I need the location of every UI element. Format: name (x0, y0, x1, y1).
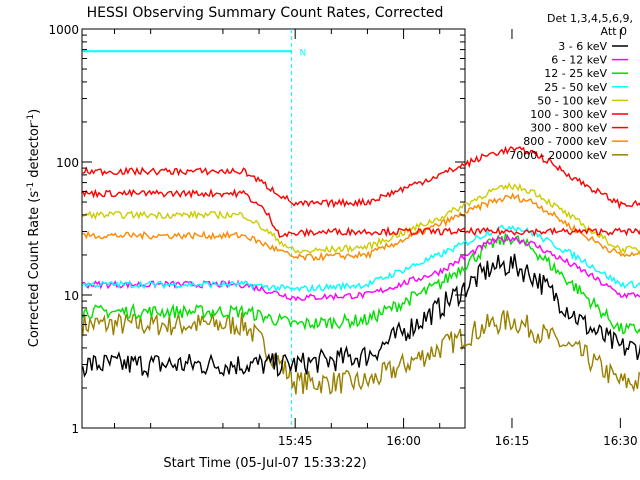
series-12-25-kev (82, 233, 640, 335)
y-tick-label: 100 (56, 156, 79, 170)
series-7000-20000-kev-segment-1 (82, 310, 640, 396)
series-100-300-kev (82, 145, 640, 210)
annotation-lines (82, 29, 293, 428)
series-3-6-kev-segment-1 (82, 253, 640, 379)
series-300-800-kev (82, 188, 640, 238)
legend-label: 3 - 6 keV (558, 40, 607, 53)
legend-label: 300 - 800 keV (530, 122, 607, 135)
y-tick-label: 10 (64, 289, 79, 303)
series-300-800-kev-segment-1 (82, 188, 640, 238)
chart-title: HESSI Observing Summary Count Rates, Cor… (87, 5, 444, 21)
legend-header-line1: Det 1,3,4,5,6,9, (547, 12, 633, 25)
annotation-night-label: N (300, 48, 307, 58)
legend-label: 50 - 100 keV (537, 94, 607, 107)
x-tick-label: 16:00 (386, 434, 421, 448)
y-axis-label: Corrected Count Rate (s-1 detector-1) (26, 109, 42, 347)
legend-label: 25 - 50 keV (544, 81, 607, 94)
legend-label: 6 - 12 keV (551, 54, 607, 67)
legend-label: 7000 - 20000 keV (509, 149, 607, 162)
series-lines (82, 145, 640, 396)
series-25-50-kev (82, 224, 640, 293)
legend-header-line2: Att 0 (601, 25, 627, 38)
x-axis-label: Start Time (05-Jul-07 15:33:22) (163, 456, 366, 471)
annotation-labels: NS (300, 48, 307, 58)
series-7000-20000-kev (82, 310, 640, 396)
x-tick-label: 16:15 (495, 434, 530, 448)
legend-label: 100 - 300 keV (530, 108, 607, 121)
series-25-50-kev-segment-1 (82, 224, 640, 293)
x-tick-label: 15:45 (278, 434, 313, 448)
series-100-300-kev-segment-1 (82, 145, 640, 210)
series-800-7000-kev (82, 192, 640, 262)
series-50-100-kev (82, 181, 640, 255)
series-12-25-kev-segment-1 (82, 233, 640, 335)
y-tick-label: 1 (71, 422, 79, 436)
series-800-7000-kev-segment-1 (82, 192, 640, 262)
legend-label: 800 - 7000 keV (523, 135, 607, 148)
x-tick-label: 16:30 (603, 434, 638, 448)
legend-label: 12 - 25 keV (544, 67, 607, 80)
plot-area (81, 28, 466, 429)
y-tick-label: 1000 (48, 23, 79, 37)
series-50-100-kev-segment-1 (82, 181, 640, 255)
series-3-6-kev (82, 253, 640, 379)
